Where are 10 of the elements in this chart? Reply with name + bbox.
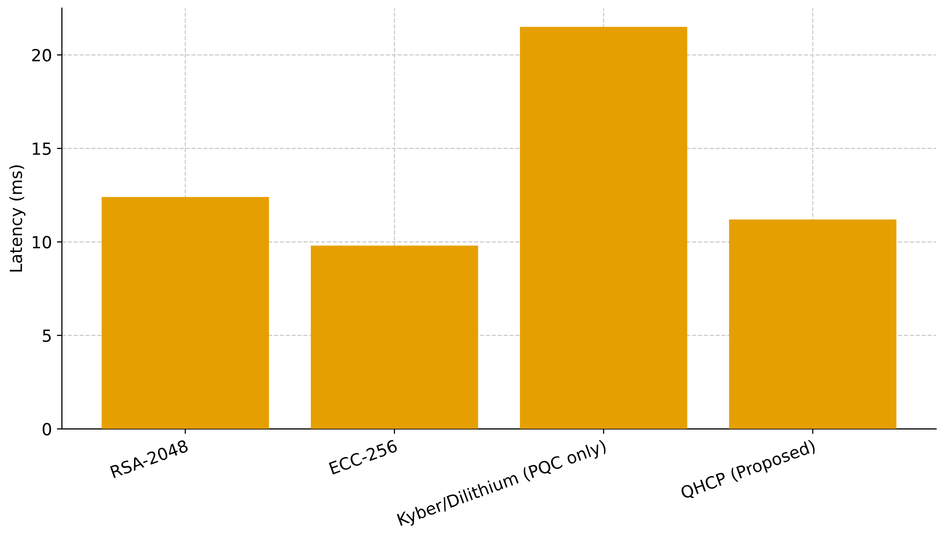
y-tick-label: 15 <box>32 142 51 155</box>
bar <box>729 219 896 429</box>
bar <box>310 246 478 429</box>
y-tick-label: 20 <box>32 48 52 62</box>
y-tick-label: 0 <box>42 422 52 436</box>
bar <box>520 26 688 429</box>
y-tick-label: 5 <box>42 330 51 342</box>
y-tick-label: 10 <box>32 236 52 248</box>
bar <box>102 197 269 429</box>
y-axis-title: Latency (ms) <box>9 165 26 272</box>
